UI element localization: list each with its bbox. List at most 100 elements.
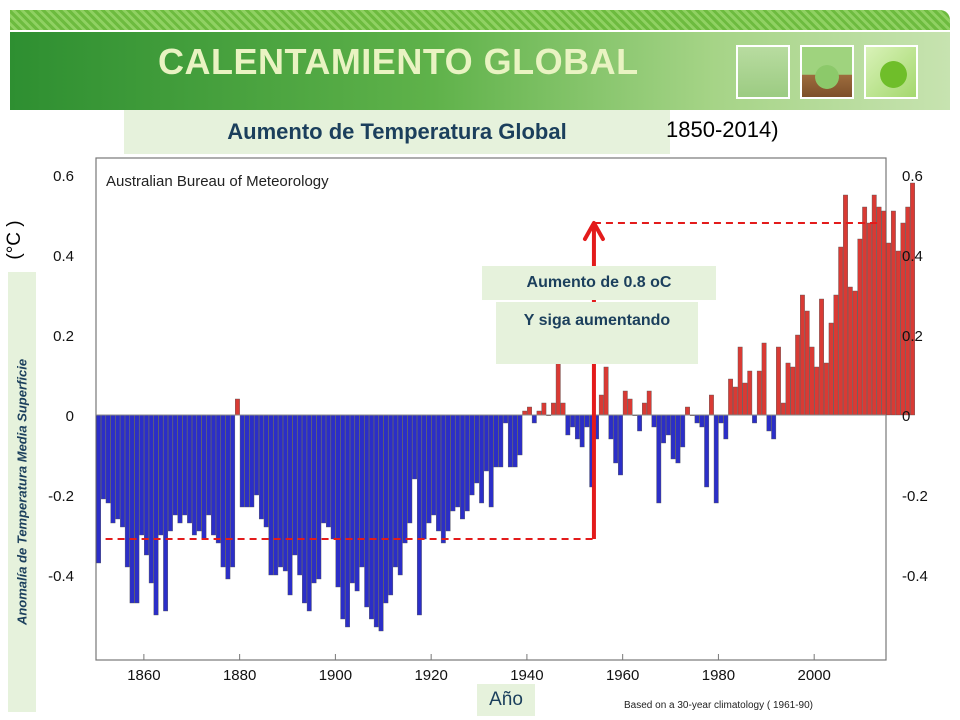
y-tick-left: -0.4	[48, 568, 74, 585]
bar-1999	[809, 346, 815, 416]
bar-1913	[397, 414, 403, 576]
bar-1912	[393, 414, 398, 568]
bar-1902	[345, 414, 350, 628]
bar-1866	[172, 414, 178, 516]
bar-1921	[436, 414, 441, 532]
bar-1900	[335, 414, 341, 588]
bar-2013	[876, 206, 882, 416]
bar-1960	[622, 390, 628, 416]
bar-1886	[268, 414, 274, 576]
bar-1956	[603, 366, 609, 416]
bar-1852	[105, 414, 111, 504]
bar-1963	[637, 414, 643, 432]
green-photo	[736, 45, 790, 99]
bar-2000	[814, 366, 820, 416]
bar-1992	[776, 346, 781, 416]
bar-1940	[527, 406, 532, 416]
bar-1865	[168, 414, 173, 532]
bar-1989	[761, 342, 767, 416]
bar-1968	[661, 414, 666, 444]
bar-2002	[823, 362, 829, 416]
bar-1850	[96, 414, 101, 564]
bar-1978	[709, 394, 714, 416]
x-tick-label: 2000	[797, 667, 830, 684]
bar-1879	[235, 398, 240, 416]
y-label-box	[8, 272, 36, 712]
top-stripe	[10, 10, 950, 30]
bar-1964	[642, 402, 647, 416]
bar-1994	[785, 362, 791, 416]
bar-1919	[426, 414, 432, 524]
bar-1933	[493, 414, 499, 468]
y-tick-right: 0.2	[902, 328, 923, 345]
bar-1991	[771, 414, 777, 440]
y-tick-left: 0	[66, 408, 74, 425]
bar-1948	[565, 414, 571, 436]
y-tick-right: 0	[902, 408, 910, 425]
bar-1975	[694, 414, 700, 424]
bar-1883	[254, 414, 259, 496]
bar-1894	[306, 414, 312, 612]
y-ticks-left: -0.4 -0.2 0 0.2 0.4 0.6	[48, 168, 74, 585]
bar-1915	[407, 414, 413, 524]
bar-1941	[531, 414, 537, 424]
bar-1864	[163, 414, 169, 612]
bar-1853	[110, 414, 116, 524]
bar-1993	[780, 402, 786, 416]
bar-1860	[144, 414, 149, 556]
bar-1877	[225, 414, 231, 580]
bar-2017	[895, 250, 901, 416]
bar-1924	[450, 414, 456, 512]
bar-1977	[704, 414, 710, 488]
bar-1916	[412, 414, 417, 480]
y-tick-right: 0.6	[902, 168, 923, 185]
bar-2006	[843, 194, 848, 416]
bar-1872	[201, 414, 207, 540]
bar-1943	[541, 402, 547, 416]
y-tick-right: -0.2	[902, 488, 928, 505]
bar-1851	[100, 414, 106, 500]
bar-1882	[249, 414, 255, 508]
bar-1910	[383, 414, 389, 604]
bar-1903	[349, 414, 355, 584]
bar-1931	[484, 414, 489, 472]
bar-1918	[421, 414, 427, 540]
bar-1875	[215, 414, 221, 544]
bar-1971	[675, 414, 681, 464]
y-axis-label: Anomalía de Temperatura Media Superficie	[14, 358, 30, 626]
bar-1854	[115, 414, 121, 520]
bar-1923	[445, 414, 451, 532]
bar-2014	[881, 210, 887, 416]
bar-1899	[330, 414, 336, 540]
bar-2015	[886, 242, 891, 416]
bar-1927	[464, 414, 470, 512]
title-banner	[10, 32, 950, 110]
bar-1887	[273, 414, 279, 576]
plot-frame	[95, 157, 887, 661]
bar-1926	[460, 414, 465, 520]
y-tick-left: 0.6	[53, 168, 74, 185]
bar-1905	[359, 414, 365, 568]
bar-1952	[584, 414, 590, 428]
bar-1988	[756, 370, 762, 416]
x-label-box	[477, 684, 535, 716]
bar-1939	[522, 410, 528, 416]
bar-1869	[187, 414, 192, 524]
y-tick-left: 0.2	[53, 328, 74, 345]
bar-1858	[134, 414, 140, 604]
bar-2011	[867, 222, 872, 416]
bar-1884	[258, 414, 264, 520]
x-ticks: 1860 1880 1900 1920 1940 1960 1980 2000	[127, 654, 831, 684]
bar-1935	[503, 414, 508, 424]
bar-1855	[120, 414, 125, 528]
bar-1896	[316, 414, 322, 580]
bar-1925	[455, 414, 461, 508]
y-ticks-right: -0.4 -0.2 0 0.2 0.4 0.6	[902, 168, 928, 585]
bar-1985	[742, 382, 748, 416]
bar-1932	[488, 414, 494, 508]
bar-1938	[517, 414, 523, 456]
bar-1973	[685, 406, 690, 416]
bar-1979	[713, 414, 719, 504]
bar-2018	[900, 222, 906, 416]
bar-1942	[536, 410, 542, 416]
